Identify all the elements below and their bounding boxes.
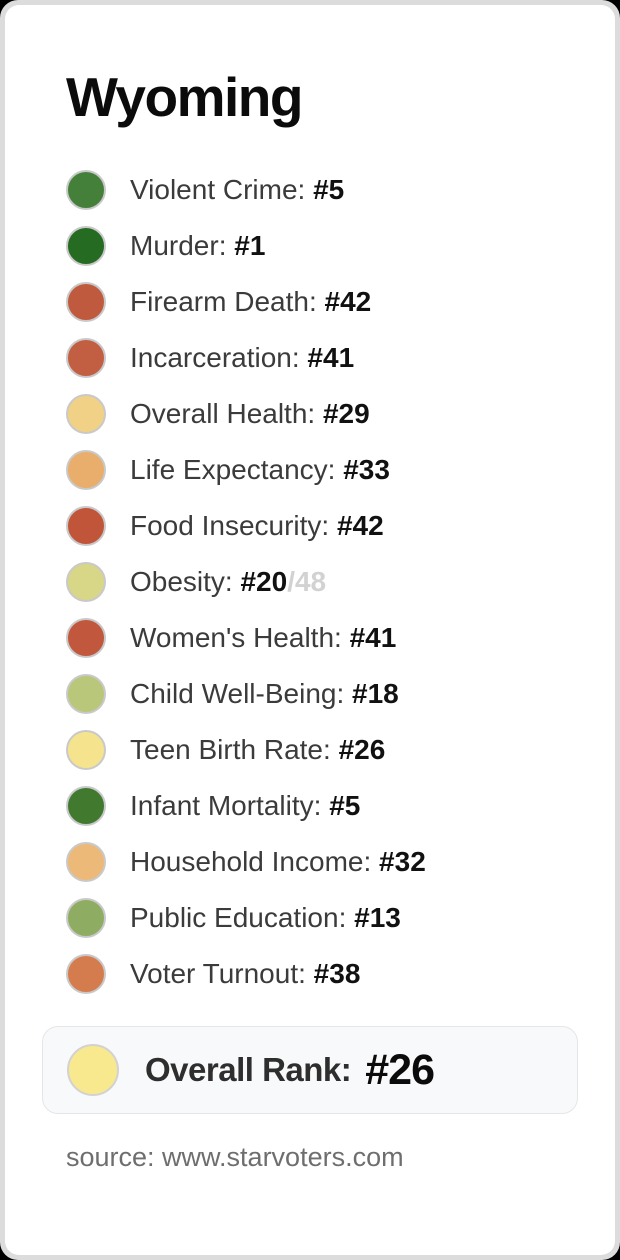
metric-dot-icon xyxy=(66,338,106,378)
metric-label: Public Education: xyxy=(130,902,355,933)
metric-label: Food Insecurity: xyxy=(130,510,337,541)
metric-list: Violent Crime: #5 Murder: #1 Firearm Dea… xyxy=(5,162,615,1002)
metric-row: Violent Crime: #5 xyxy=(5,162,615,218)
metric-dot-icon xyxy=(66,842,106,882)
metric-dot-icon xyxy=(66,394,106,434)
metric-label: Voter Turnout: xyxy=(130,958,314,989)
metric-rank-value: #20 xyxy=(240,566,288,597)
metric-rank-value: #33 xyxy=(343,454,390,485)
overall-rank-dot-icon xyxy=(67,1044,119,1096)
metric-label: Child Well-Being: xyxy=(130,678,353,709)
metric-row: Child Well-Being: #18 xyxy=(5,666,615,722)
metric-row: Teen Birth Rate: #26 xyxy=(5,722,615,778)
metric-row: Obesity: #20/48 xyxy=(5,554,615,610)
metric-rank-value: #38 xyxy=(313,958,361,989)
metric-dot-icon xyxy=(66,730,106,770)
metric-dot-icon xyxy=(66,170,106,210)
metric-rank-value: #29 xyxy=(322,398,370,429)
metric-label: Violent Crime: xyxy=(130,174,314,205)
metric-label: Infant Mortality: xyxy=(130,790,330,821)
metric-rank-value: #5 xyxy=(313,174,345,205)
metric-rank-value: #26 xyxy=(338,734,386,765)
metric-row: Household Income: #32 xyxy=(5,834,615,890)
metric-rank-value: #42 xyxy=(324,286,372,317)
metric-rank-value: #32 xyxy=(379,846,426,877)
metric-row: Murder: #1 xyxy=(5,218,615,274)
metric-rank-value: #1 xyxy=(234,230,266,261)
metric-rank-value: #41 xyxy=(307,342,355,373)
metric-row: Women's Health: #41 xyxy=(5,610,615,666)
metric-label: Life Expectancy: xyxy=(130,454,344,485)
metric-rank-value: #42 xyxy=(336,510,384,541)
metric-row: Overall Health: #29 xyxy=(5,386,615,442)
metric-row: Incarceration: #41 xyxy=(5,330,615,386)
metric-label: Overall Health: xyxy=(130,398,323,429)
metric-label: Women's Health: xyxy=(130,622,350,653)
metric-rank-value: #18 xyxy=(352,678,399,709)
metric-dot-icon xyxy=(66,226,106,266)
metric-row: Voter Turnout: #38 xyxy=(5,946,615,1002)
metric-dot-icon xyxy=(66,282,106,322)
metric-row: Life Expectancy: #33 xyxy=(5,442,615,498)
metric-label: Firearm Death: xyxy=(130,286,325,317)
metric-dot-icon xyxy=(66,898,106,938)
metric-dot-icon xyxy=(66,562,106,602)
metric-label: Obesity: xyxy=(130,566,241,597)
metric-rank-total: /48 xyxy=(287,566,327,597)
metric-dot-icon xyxy=(66,506,106,546)
metric-row: Infant Mortality: #5 xyxy=(5,778,615,834)
metric-rank-value: #41 xyxy=(349,622,397,653)
metric-dot-icon xyxy=(66,954,106,994)
state-title: Wyoming xyxy=(66,66,303,128)
overall-rank-box: Overall Rank: #26 xyxy=(42,1026,578,1114)
overall-rank-label: Overall Rank: xyxy=(145,1051,352,1088)
metric-rank-value: #5 xyxy=(329,790,361,821)
metric-row: Public Education: #13 xyxy=(5,890,615,946)
metric-dot-icon xyxy=(66,618,106,658)
metric-dot-icon xyxy=(66,674,106,714)
overall-rank-value: #26 xyxy=(365,1045,435,1094)
metric-label: Household Income: xyxy=(130,846,380,877)
metric-rank-value: #13 xyxy=(354,902,401,933)
metric-row: Food Insecurity: #42 xyxy=(5,498,615,554)
source-credit: source: www.starvoters.com xyxy=(66,1142,404,1172)
state-rank-card: Wyoming Violent Crime: #5 Murder: #1 Fir… xyxy=(5,5,615,1255)
metric-label: Teen Birth Rate: xyxy=(130,734,339,765)
metric-label: Murder: xyxy=(130,230,235,261)
metric-row: Firearm Death: #42 xyxy=(5,274,615,330)
metric-label: Incarceration: xyxy=(130,342,308,373)
metric-dot-icon xyxy=(66,786,106,826)
metric-dot-icon xyxy=(66,450,106,490)
